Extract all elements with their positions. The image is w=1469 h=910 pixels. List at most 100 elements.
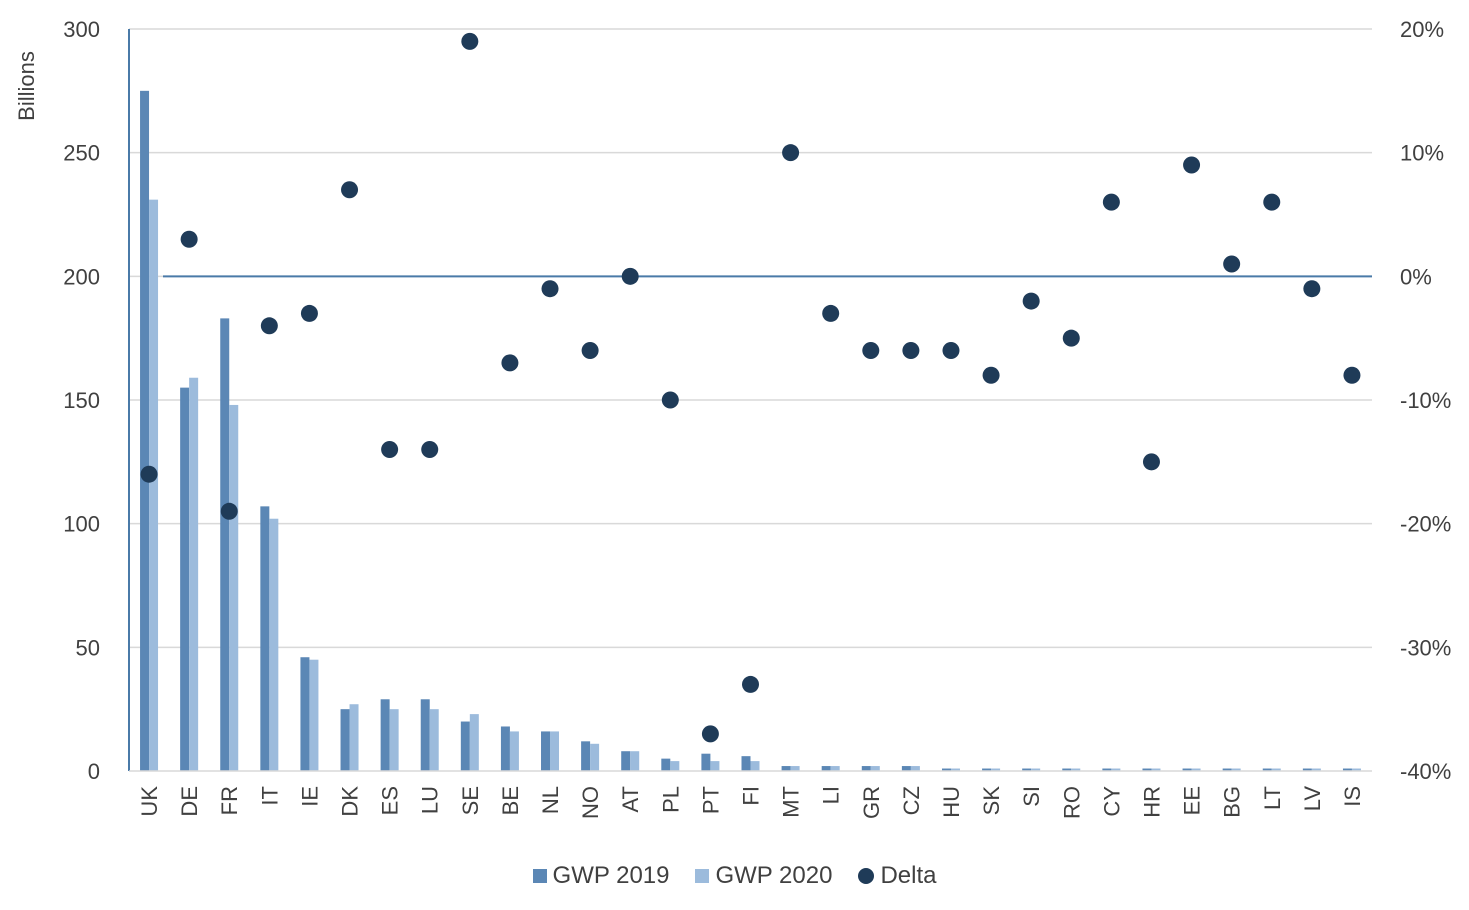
bar-gwp-2019-sk (982, 768, 992, 771)
legend-marker-delta (858, 868, 875, 884)
gridlines (129, 28, 1372, 649)
bar-gwp-2019-pt (701, 753, 711, 771)
bar-gwp-2020-at (630, 751, 640, 771)
bar-gwp-2019-ee (1182, 768, 1192, 771)
category-label-dk: DK (338, 786, 363, 817)
category-label-si: SI (1019, 786, 1044, 807)
bar-gwp-2019-it (260, 506, 270, 771)
delta-point-ie (300, 304, 318, 322)
left-axis-ticks: 0 50 100 150 200 250 300 (63, 17, 100, 784)
category-label-bg: BG (1220, 786, 1245, 818)
bar-gwp-2019-hr (1142, 768, 1152, 771)
bar-gwp-2020-gr (870, 766, 880, 771)
bar-gwp-2019-fi (741, 756, 751, 771)
bar-gwp-2020-be (509, 731, 519, 771)
delta-point-lt (1263, 193, 1281, 211)
bar-gwp-2019-es (380, 699, 390, 771)
bar-gwp-2019-gr (861, 766, 871, 771)
delta-point-cz (902, 342, 920, 360)
legend-item-gwp-2020: GWP 2020 (695, 862, 832, 890)
bar-gwp-2020-is (1351, 768, 1361, 771)
category-label-is: IS (1340, 786, 1365, 807)
delta-point-ro (1062, 329, 1080, 347)
category-label-ie: IE (297, 786, 322, 807)
delta-point-nl (541, 280, 559, 298)
right-tick-label: 0% (1400, 264, 1432, 289)
category-label-li: LI (819, 786, 844, 804)
category-label-fr: FR (217, 786, 242, 815)
bar-gwp-2020-si (1031, 768, 1041, 771)
delta-point-ee (1183, 156, 1201, 174)
bar-gwp-2020-se (469, 714, 479, 771)
right-tick-label: -40% (1400, 759, 1451, 784)
bar-gwp-2019-cz (901, 766, 911, 771)
category-label-nl: NL (538, 786, 563, 814)
delta-point-gr (862, 342, 880, 360)
bar-gwp-2019-pl (661, 758, 671, 771)
delta-point-hr (1142, 453, 1160, 471)
category-label-pt: PT (698, 786, 723, 814)
category-label-gr: GR (859, 786, 884, 819)
bar-gwp-2020-hu (950, 768, 960, 771)
delta-point-lu (421, 440, 439, 458)
bar-gwp-2020-sk (991, 768, 1001, 771)
category-label-lv: LV (1300, 786, 1325, 812)
right-tick-label: 20% (1400, 17, 1444, 42)
bar-gwp-2020-ee (1191, 768, 1201, 771)
bars (140, 90, 1361, 772)
legend-swatch-gwp-2019 (532, 869, 547, 883)
bar-gwp-2020-fi (750, 761, 760, 771)
right-axis-ticks: -40% -30% -20% -10% 0% 10% 20% (1400, 17, 1451, 784)
left-tick-label: 100 (63, 512, 100, 537)
category-label-se: SE (458, 786, 483, 815)
category-label-ee: EE (1180, 786, 1205, 815)
legend-item-gwp-2019: GWP 2019 (532, 862, 669, 890)
delta-point-se (461, 32, 479, 50)
bar-gwp-2019-is (1342, 768, 1352, 771)
bar-gwp-2020-pt (710, 761, 720, 771)
bar-gwp-2019-cy (1102, 768, 1112, 771)
category-label-pl: PL (658, 786, 683, 813)
category-label-it: IT (257, 786, 282, 806)
delta-points (140, 32, 1361, 743)
delta-point-it (260, 317, 278, 335)
bar-gwp-2019-ro (1062, 768, 1072, 771)
right-tick-label: -30% (1400, 635, 1451, 660)
left-tick-label: 300 (63, 17, 100, 42)
bar-gwp-2019-hu (941, 768, 951, 771)
category-label-lu: LU (418, 786, 443, 814)
bar-gwp-2019-si (1022, 768, 1032, 771)
delta-point-fr (220, 502, 238, 520)
delta-point-fi (742, 675, 759, 693)
legend-label-gwp-2020: GWP 2020 (715, 862, 833, 889)
bar-gwp-2020-lt (1271, 768, 1281, 771)
category-label-cy: CY (1099, 786, 1124, 817)
left-tick-label: 150 (63, 388, 100, 413)
category-label-at: AT (618, 786, 643, 812)
bar-gwp-2019-nl (541, 731, 551, 771)
right-tick-label: 10% (1400, 141, 1444, 166)
legend-item-delta: Delta (858, 862, 936, 890)
bar-gwp-2019-li (821, 766, 831, 771)
bar-gwp-2020-mt (790, 766, 800, 771)
bar-gwp-2019-lt (1262, 768, 1272, 771)
bar-gwp-2020-cy (1111, 768, 1121, 771)
legend: GWP 2019 GWP 2020 Delta (0, 862, 1469, 890)
category-label-be: BE (498, 786, 523, 815)
left-tick-label: 250 (63, 141, 100, 166)
legend-label-delta: Delta (880, 862, 937, 889)
category-label-fi: FI (739, 786, 764, 806)
category-label-sk: SK (979, 786, 1004, 816)
delta-point-lv (1303, 280, 1321, 298)
category-label-uk: UK (137, 786, 162, 817)
delta-point-mt (782, 144, 800, 162)
bar-gwp-2020-ro (1071, 768, 1081, 771)
category-label-ro: RO (1059, 786, 1084, 819)
category-label-no: NO (578, 786, 603, 819)
bar-gwp-2019-at (621, 751, 631, 771)
left-tick-label: 0 (88, 759, 100, 784)
delta-point-no (581, 342, 599, 360)
delta-point-cy (1102, 193, 1120, 211)
bar-gwp-2020-es (389, 709, 399, 771)
category-label-hu: HU (939, 786, 964, 818)
